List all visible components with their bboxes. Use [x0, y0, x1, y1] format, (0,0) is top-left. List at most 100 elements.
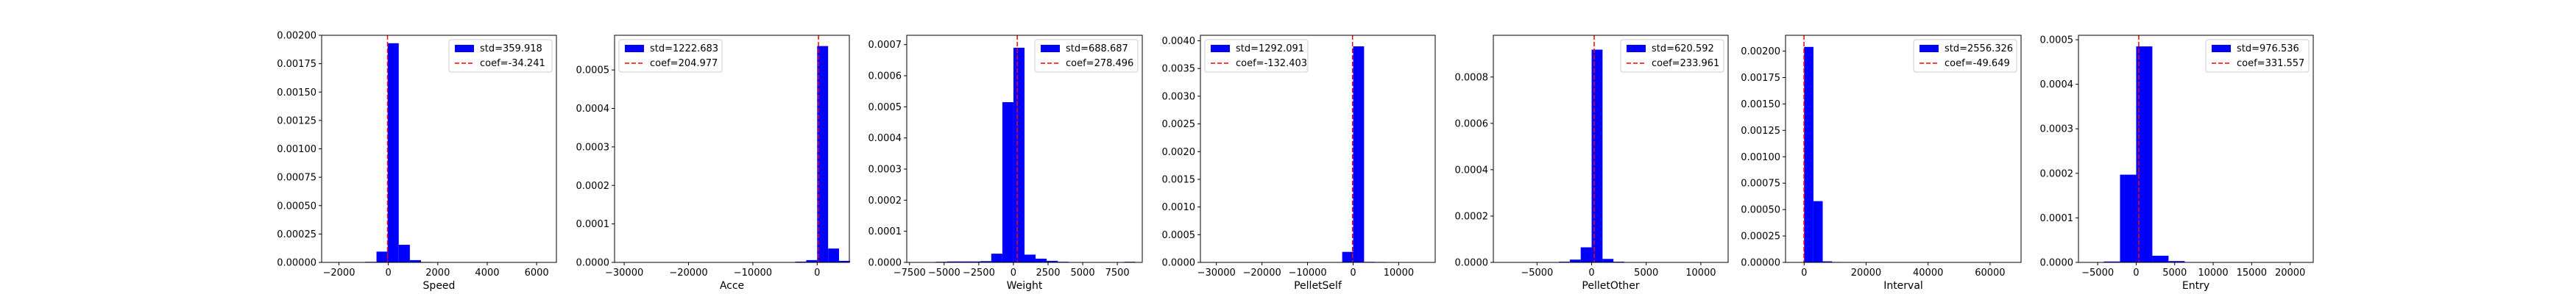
chart-panel-1: −2000 0 2000 4000 6000 0.00000 0.00025 0.00050 0… — [277, 31, 557, 292]
legend-line-label: coef=278.496 — [1066, 58, 1133, 69]
chart-panel-3: −7500 −5000 −2500 0 2500 5000 7500 0.0000 0.0001… — [868, 35, 1143, 292]
legend-bar-swatch — [1627, 45, 1646, 52]
histogram-bar — [817, 46, 829, 263]
x-tick-label: 20000 — [2275, 268, 2305, 279]
y-tick-label: 0.00000 — [277, 258, 316, 269]
legend-box — [1913, 39, 2017, 73]
chart-panel-7: −5000 0 5000 10000 15000 20000 0.0000 0.0001 0.0… — [2040, 35, 2314, 292]
histogram-bar — [387, 43, 399, 262]
axes-frame — [1493, 35, 1729, 263]
x-tick-label: 0 — [1350, 268, 1356, 279]
legend-line-label: coef=233.961 — [1652, 58, 1719, 69]
y-tick-label: 0.0005 — [868, 102, 902, 113]
x-tick-label: 0 — [1801, 268, 1807, 279]
y-tick-label: 0.0040 — [1162, 36, 1196, 47]
x-tick-label: 60000 — [1975, 268, 2005, 279]
x-axis-label: Entry — [2182, 280, 2209, 292]
histogram-bar — [2152, 255, 2169, 262]
y-tick-label: 0.0008 — [1455, 72, 1489, 83]
x-tick-label: 5000 — [1071, 268, 1095, 279]
y-tick-label: 0.0004 — [2040, 79, 2074, 90]
y-tick-label: 0.0005 — [576, 65, 610, 76]
x-tick-label: −5000 — [928, 268, 960, 279]
histogram-bar — [1353, 46, 1365, 262]
axes-frame — [1200, 35, 1436, 263]
legend-bar-label: std=620.592 — [1652, 43, 1714, 54]
x-tick-label: 0 — [1011, 268, 1016, 279]
x-axis-label: Weight — [1007, 280, 1043, 292]
x-tick-label: 40000 — [1913, 268, 1943, 279]
x-tick-label: −5000 — [2081, 268, 2114, 279]
legend: std=620.592 coef=233.961 — [1620, 39, 1724, 73]
y-tick-label: 0.0002 — [868, 196, 902, 207]
histogram-bar — [1047, 260, 1058, 262]
legend-line-label: coef=204.977 — [650, 58, 718, 69]
y-tick-label: 0.0003 — [2040, 124, 2074, 135]
legend-bar-swatch — [1041, 45, 1060, 52]
legend-bar-swatch — [1211, 45, 1230, 52]
x-tick-label: 2500 — [1036, 268, 1060, 279]
axes-frame — [2078, 35, 2314, 263]
histogram-bar — [1002, 102, 1013, 262]
x-tick-label: 0 — [814, 268, 820, 279]
y-tick-label: 0.0003 — [868, 165, 902, 176]
x-tick-label: −5000 — [1521, 268, 1553, 279]
y-tick-label: 0.00075 — [1741, 179, 1780, 190]
x-tick-label: 20000 — [1851, 268, 1881, 279]
legend: std=2556.326 coef=-49.649 — [1913, 39, 2017, 73]
x-tick-label: 10000 — [2198, 268, 2228, 279]
y-tick-label: 0.00125 — [277, 115, 316, 126]
axes-frame — [1785, 35, 2022, 263]
y-tick-label: 0.00200 — [277, 31, 316, 42]
x-tick-label: −30000 — [605, 268, 643, 279]
legend-box — [1620, 39, 1724, 73]
x-axis-label: Interval — [1883, 280, 1923, 292]
legend-line-label: coef=331.557 — [2237, 58, 2304, 69]
histogram-bar — [980, 261, 991, 262]
legend-box — [2205, 39, 2310, 73]
y-tick-label: 0.0006 — [1455, 118, 1489, 129]
histogram-bar — [1025, 254, 1036, 262]
histogram-bar — [1580, 247, 1592, 262]
legend-bar-swatch — [1919, 45, 1939, 52]
y-tick-label: 0.00150 — [1741, 99, 1780, 110]
y-tick-label: 0.00200 — [1741, 46, 1780, 57]
histogram-bar — [2136, 46, 2153, 262]
y-tick-label: 0.0002 — [1455, 211, 1489, 222]
y-tick-label: 0.0002 — [576, 181, 610, 192]
legend: std=359.918 coef=-34.241 — [448, 39, 553, 73]
x-tick-label: −30000 — [1197, 268, 1236, 279]
x-tick-label: −2500 — [963, 268, 995, 279]
y-tick-label: 0.00100 — [277, 144, 316, 155]
histogram-bar — [398, 245, 410, 262]
y-tick-label: 0.0005 — [2040, 35, 2074, 46]
y-tick-label: 0.0005 — [1162, 230, 1196, 241]
histogram-bar — [1036, 258, 1047, 262]
legend-box — [1204, 39, 1309, 73]
y-tick-label: 0.00050 — [1741, 205, 1780, 216]
y-tick-label: 0.00050 — [277, 201, 316, 212]
x-tick-label: −7500 — [894, 268, 926, 279]
y-tick-label: 0.0010 — [1162, 202, 1196, 213]
legend-bar-swatch — [455, 45, 474, 52]
y-tick-label: 0.0035 — [1162, 64, 1196, 75]
y-tick-label: 0.0000 — [576, 258, 610, 269]
y-tick-label: 0.00000 — [1741, 258, 1780, 269]
y-tick-label: 0.0015 — [1162, 174, 1196, 185]
legend-bar-label: std=688.687 — [1066, 43, 1128, 54]
legend-box — [1034, 39, 1139, 73]
x-axis-label: Speed — [423, 280, 456, 292]
histogram-bar — [1804, 46, 1814, 263]
axes-frame — [906, 35, 1143, 263]
x-tick-label: 5000 — [1634, 268, 1658, 279]
legend-line-label: coef=-132.403 — [1236, 58, 1307, 69]
y-tick-label: 0.00125 — [1741, 126, 1780, 137]
x-tick-label: 5000 — [2162, 268, 2187, 279]
legend: std=976.536 coef=331.557 — [2205, 39, 2310, 73]
legend-bar-label: std=1292.091 — [1236, 43, 1304, 54]
legend-line-label: coef=-49.649 — [1945, 58, 2010, 69]
x-axis-label: Acce — [720, 280, 744, 292]
histogram-bar — [806, 259, 818, 262]
x-tick-label: 0 — [1588, 268, 1594, 279]
